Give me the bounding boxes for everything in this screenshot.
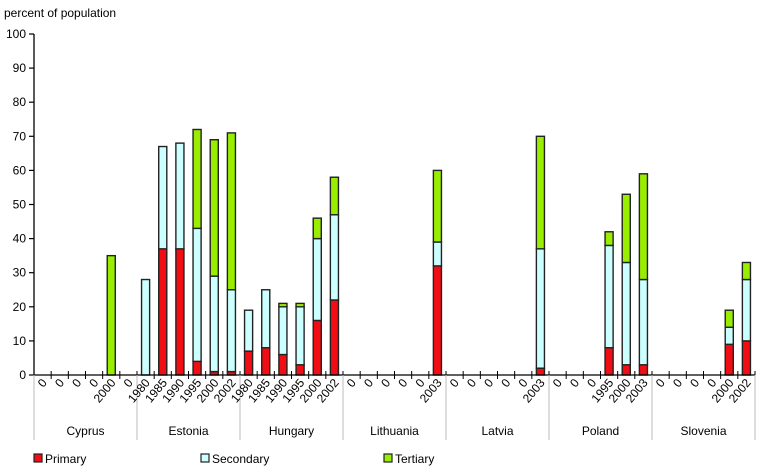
bar-segment-tertiary <box>192 128 202 230</box>
bar-segment-tertiary <box>278 302 288 308</box>
legend-swatch <box>383 453 393 463</box>
bar-segment-secondary <box>140 278 151 376</box>
bar-segment-primary <box>621 364 631 376</box>
group-label: Cyprus <box>66 424 104 438</box>
group-label: Lithuania <box>370 424 419 438</box>
legend-item-secondary: Secondary <box>200 452 269 466</box>
group-label: Slovenia <box>680 424 726 438</box>
bar-segment-primary <box>432 265 443 376</box>
bar-segment-primary <box>741 340 752 376</box>
x-tick-label: 0 <box>550 376 565 390</box>
x-tick-label: 0 <box>378 376 393 390</box>
x-tick-label: 0 <box>653 376 668 390</box>
bar-segment-secondary <box>638 278 649 366</box>
bar-segment-primary <box>175 248 185 376</box>
bar-segment-primary <box>243 350 254 376</box>
bar-segment-secondary <box>724 326 734 346</box>
bar-segment-primary <box>261 347 271 376</box>
bar-segment-secondary <box>432 241 443 267</box>
bar-segment-secondary <box>741 278 752 342</box>
bar-segment-primary <box>192 360 202 376</box>
bar-segment-secondary <box>278 306 288 356</box>
group-label: Hungary <box>269 424 314 438</box>
legend: Primary Secondary Tertiary <box>33 452 434 466</box>
y-tick-label: 60 <box>13 163 27 177</box>
y-tick-label: 30 <box>13 266 27 280</box>
legend-swatch <box>33 453 43 463</box>
bar-segment-secondary <box>192 227 202 363</box>
bar-segment-primary <box>724 343 734 376</box>
y-tick-label: 100 <box>6 27 26 41</box>
y-tick-label: 50 <box>13 198 27 212</box>
bar-segment-primary <box>329 299 340 376</box>
bar-segment-secondary <box>604 244 614 349</box>
group-label: Latvia <box>481 424 513 438</box>
x-tick-label: 0 <box>498 376 513 390</box>
bar-segment-tertiary <box>535 135 546 250</box>
y-tick-label: 90 <box>13 61 27 75</box>
bar-segment-primary <box>158 248 168 376</box>
x-tick-label: 0 <box>687 376 702 390</box>
x-tick-label: 0 <box>395 376 410 390</box>
bar-segment-tertiary <box>226 132 237 291</box>
bars-layer <box>106 128 752 376</box>
bar-segment-tertiary <box>621 193 631 264</box>
y-tick-label: 0 <box>19 368 26 382</box>
bar-segment-secondary <box>535 248 546 369</box>
bar-segment-secondary <box>295 306 305 366</box>
legend-item-tertiary: Tertiary <box>383 452 434 466</box>
bar-segment-primary <box>535 367 546 376</box>
x-tick-label: 0 <box>361 376 376 390</box>
legend-label: Tertiary <box>395 452 434 466</box>
bar-segment-tertiary <box>604 231 614 247</box>
y-tick-label: 10 <box>13 334 27 348</box>
y-tick-label: 70 <box>13 129 27 143</box>
x-tick-label: 0 <box>447 376 462 390</box>
legend-item-primary: Primary <box>33 452 86 466</box>
bar-segment-primary <box>295 364 305 376</box>
legend-label: Primary <box>45 452 86 466</box>
x-tick-label: 0 <box>567 376 582 390</box>
bar-segment-secondary <box>158 145 168 250</box>
bar-segment-tertiary <box>209 139 219 277</box>
x-tick-label: 0 <box>670 376 685 390</box>
y-axis: 0 10 20 30 40 50 60 70 80 90 100 <box>6 27 35 382</box>
bar-segment-primary <box>638 364 649 376</box>
legend-swatch <box>200 453 210 463</box>
bar-segment-tertiary <box>741 261 752 281</box>
bar-segment-secondary <box>175 142 185 250</box>
y-tick-label: 80 <box>13 95 27 109</box>
bar-segment-secondary <box>261 289 271 349</box>
bar-segment-primary <box>604 347 614 376</box>
bar-segment-tertiary <box>432 169 443 243</box>
bar-segment-tertiary <box>329 176 340 216</box>
bar-segment-tertiary <box>312 217 322 240</box>
bar-segment-secondary <box>209 275 219 373</box>
x-tick-label: 0 <box>35 376 50 390</box>
bar-segment-tertiary <box>638 173 649 281</box>
legend-label: Secondary <box>212 452 269 466</box>
bar-segment-primary <box>312 319 322 376</box>
x-tick-label: 0 <box>69 376 84 390</box>
x-tick-label: 0 <box>481 376 496 390</box>
bar-segment-tertiary <box>724 309 734 328</box>
group-label: Estonia <box>168 424 208 438</box>
bar-segment-tertiary <box>106 254 116 376</box>
bar-segment-secondary <box>226 289 237 373</box>
bar-segment-secondary <box>312 237 322 322</box>
group-label: Poland <box>582 424 619 438</box>
x-tick-label: 0 <box>344 376 359 390</box>
bar-segment-primary <box>278 353 288 376</box>
y-axis-title: percent of population <box>4 6 116 20</box>
bar-segment-tertiary <box>295 302 305 308</box>
bar-segment-secondary <box>329 214 340 301</box>
bar-segment-secondary <box>243 309 254 352</box>
x-tick-label: 0 <box>52 376 67 390</box>
y-tick-label: 20 <box>13 300 27 314</box>
x-tick-label: 0 <box>464 376 479 390</box>
bar-segment-secondary <box>621 261 631 366</box>
y-tick-label: 40 <box>13 232 27 246</box>
